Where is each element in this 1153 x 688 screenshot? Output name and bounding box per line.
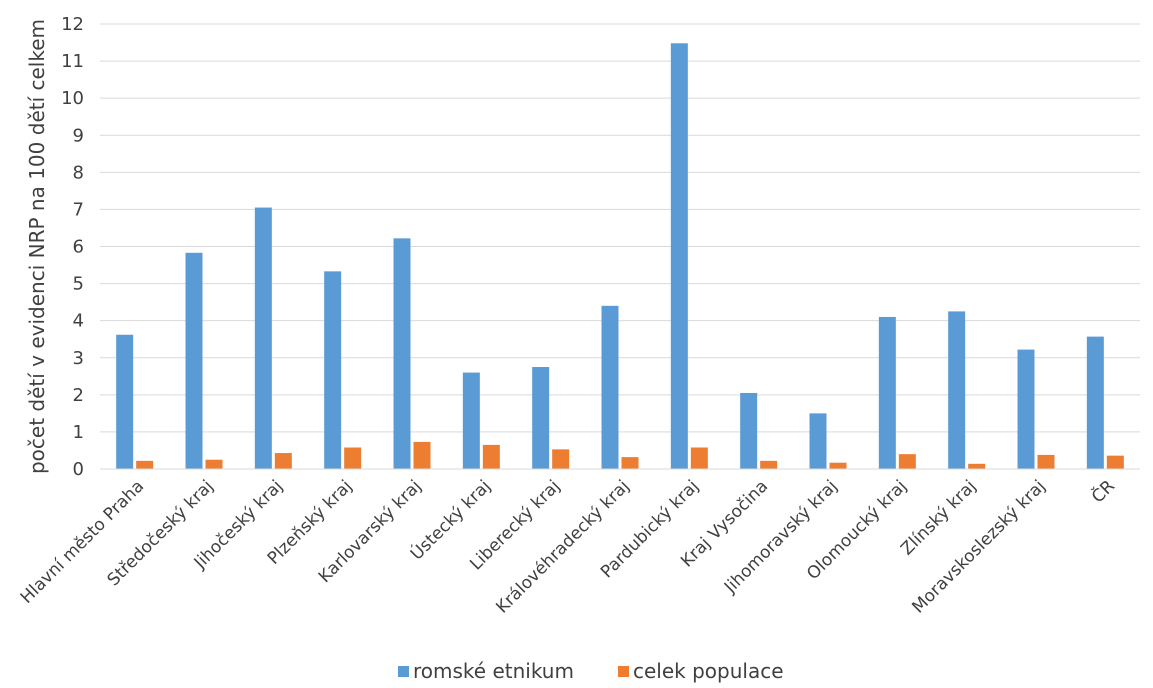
bar-romske-etnikum <box>324 271 342 469</box>
bar-celek-populace <box>1037 454 1055 469</box>
bar-romske-etnikum <box>1017 349 1035 469</box>
y-tick-label: 6 <box>73 237 84 258</box>
bar-celek-populace <box>205 459 223 469</box>
x-tick-label: Královéhradecký kraj <box>492 476 633 617</box>
bar-celek-populace <box>968 463 986 469</box>
bar-romske-etnikum <box>532 367 550 469</box>
bar-romske-etnikum <box>601 305 619 469</box>
bar-celek-populace <box>898 454 916 469</box>
y-tick-label: 12 <box>61 14 84 35</box>
bar-romske-etnikum <box>878 316 896 469</box>
bar-romske-etnikum <box>809 413 827 469</box>
y-tick-label: 3 <box>73 348 84 369</box>
bar-celek-populace <box>136 460 154 469</box>
x-tick-label: Moravskoslezský kraj <box>908 476 1049 617</box>
y-tick-label: 4 <box>73 311 84 332</box>
bar-celek-populace <box>621 457 639 469</box>
bar-romske-etnikum <box>185 252 203 469</box>
bars <box>116 43 1124 470</box>
bar-romske-etnikum <box>948 311 966 469</box>
y-tick-label: 10 <box>61 88 84 109</box>
bar-celek-populace <box>274 453 292 469</box>
bar-celek-populace <box>413 441 431 469</box>
gridlines <box>100 23 1140 433</box>
bar-celek-populace <box>690 447 708 469</box>
y-tick-label: 7 <box>73 199 84 220</box>
legend-swatch <box>398 666 409 677</box>
bar-romske-etnikum <box>740 392 758 469</box>
x-tick-label: ČR <box>1087 475 1119 507</box>
legend-swatch <box>618 666 629 677</box>
bar-celek-populace <box>1106 455 1124 469</box>
y-tick-label: 8 <box>73 162 84 183</box>
bar-romske-etnikum <box>670 43 688 470</box>
y-tick-label: 11 <box>61 51 84 72</box>
y-tick-label: 9 <box>73 125 84 146</box>
bar-romske-etnikum <box>462 372 480 469</box>
bar-romske-etnikum <box>116 334 134 469</box>
bar-celek-populace <box>829 462 847 469</box>
bar-celek-populace <box>760 460 778 469</box>
legend: romské etnikum celek populace <box>398 659 784 683</box>
bar-celek-populace <box>344 447 362 469</box>
bar-romske-etnikum <box>393 238 411 469</box>
y-axis-title: počet dětí v evidenci NRP na 100 dětí ce… <box>25 19 49 474</box>
bar-romske-etnikum <box>1086 336 1104 469</box>
y-tick-label: 0 <box>73 459 84 480</box>
legend-label: romské etnikum <box>413 659 574 683</box>
bar-celek-populace <box>482 444 500 469</box>
x-tick-label: Hlavní město Praha <box>17 476 148 607</box>
legend-label: celek populace <box>633 659 784 683</box>
x-tick-label: Jihomoravský kraj <box>720 476 842 598</box>
y-tick-label: 2 <box>73 385 84 406</box>
y-tick-label: 1 <box>73 422 84 443</box>
bar-romske-etnikum <box>254 207 272 469</box>
bar-celek-populace <box>552 449 570 469</box>
y-tick-label: 5 <box>73 274 84 295</box>
